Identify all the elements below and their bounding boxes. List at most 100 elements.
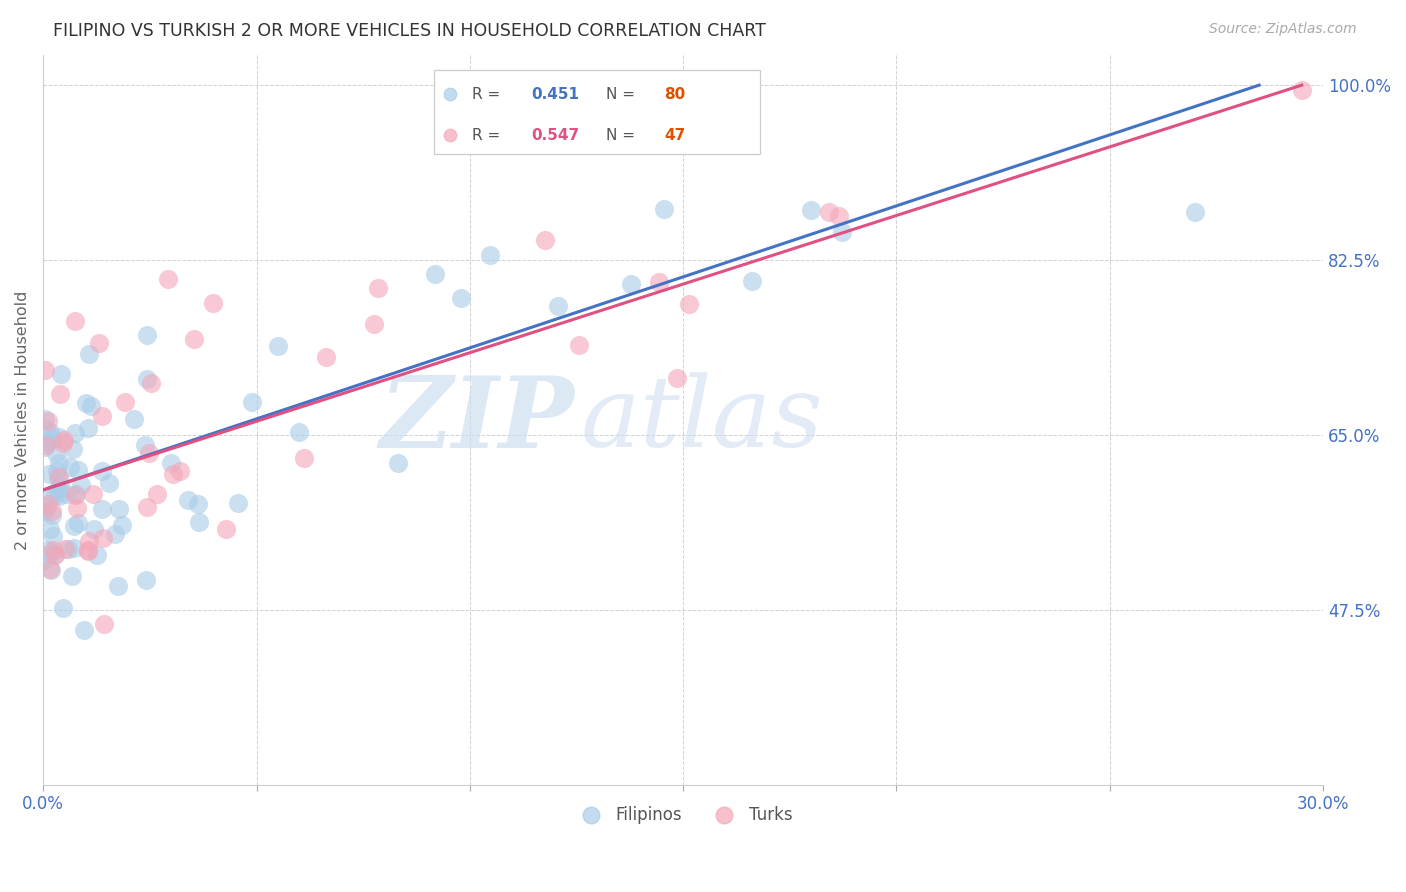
Point <box>77 542 100 557</box>
Point <box>800 203 823 218</box>
Point <box>46 471 69 485</box>
Point <box>183 332 205 346</box>
Point <box>91 531 114 545</box>
Point <box>678 296 700 310</box>
Point <box>104 527 127 541</box>
Point <box>97 475 120 490</box>
Point <box>41 504 63 518</box>
Point <box>450 291 472 305</box>
Point <box>34 440 56 454</box>
Point <box>53 433 76 447</box>
Point <box>49 368 72 382</box>
Point <box>63 541 86 555</box>
Point <box>215 522 238 536</box>
Point <box>38 547 60 561</box>
Point <box>37 543 59 558</box>
Point <box>478 248 501 262</box>
Point <box>48 430 70 444</box>
Point <box>135 574 157 588</box>
Point <box>75 395 97 409</box>
Point <box>32 553 55 567</box>
Point <box>63 426 86 441</box>
Point <box>60 569 83 583</box>
Point <box>73 624 96 638</box>
Point <box>49 478 72 492</box>
Point <box>42 543 65 558</box>
Point <box>122 411 145 425</box>
Text: N =: N = <box>606 128 640 143</box>
Point <box>34 504 56 518</box>
Text: 47: 47 <box>664 128 685 143</box>
Point <box>90 464 112 478</box>
Point <box>77 347 100 361</box>
Text: 80: 80 <box>664 87 685 102</box>
Point <box>177 493 200 508</box>
Point <box>187 498 209 512</box>
Point <box>62 442 84 457</box>
Point <box>37 414 59 428</box>
Point <box>48 470 70 484</box>
Point <box>107 502 129 516</box>
Point <box>41 486 63 500</box>
Point <box>63 313 86 327</box>
Text: R =: R = <box>472 87 505 102</box>
Point <box>34 505 56 519</box>
Text: FILIPINO VS TURKISH 2 OR MORE VEHICLES IN HOUSEHOLD CORRELATION CHART: FILIPINO VS TURKISH 2 OR MORE VEHICLES I… <box>53 22 766 40</box>
Point <box>315 350 337 364</box>
Point <box>423 267 446 281</box>
Point <box>37 497 59 511</box>
Y-axis label: 2 or more Vehicles in Household: 2 or more Vehicles in Household <box>15 290 30 549</box>
Point <box>741 274 763 288</box>
Point <box>267 339 290 353</box>
Point <box>39 563 62 577</box>
Text: ZIP: ZIP <box>380 372 575 468</box>
Legend: Filipinos, Turks: Filipinos, Turks <box>567 800 799 831</box>
Point <box>52 436 75 450</box>
Point <box>77 544 100 558</box>
Point <box>135 500 157 515</box>
Point <box>35 421 58 435</box>
Point <box>66 516 89 530</box>
Point <box>160 456 183 470</box>
Point <box>86 548 108 562</box>
Point <box>38 425 60 439</box>
Point <box>114 395 136 409</box>
Text: N =: N = <box>606 87 640 102</box>
Point <box>107 579 129 593</box>
Point <box>44 548 66 562</box>
Point <box>157 272 180 286</box>
Point <box>90 502 112 516</box>
Point <box>70 478 93 492</box>
Point <box>55 487 77 501</box>
Point <box>41 508 63 522</box>
Point <box>93 616 115 631</box>
Point <box>1291 83 1313 97</box>
Point <box>62 519 84 533</box>
Point <box>34 362 56 376</box>
Point <box>39 522 62 536</box>
Point <box>39 562 62 576</box>
Point <box>817 204 839 219</box>
Point <box>187 515 209 529</box>
Point <box>66 463 89 477</box>
Point <box>648 276 671 290</box>
Point <box>666 371 689 385</box>
Point <box>367 280 389 294</box>
Point <box>58 459 80 474</box>
Point <box>136 327 159 342</box>
Text: Source: ZipAtlas.com: Source: ZipAtlas.com <box>1209 22 1357 37</box>
Point <box>288 425 311 439</box>
Point <box>91 409 114 423</box>
Point <box>134 437 156 451</box>
Point <box>169 464 191 478</box>
Point <box>138 446 160 460</box>
Point <box>533 233 555 247</box>
Text: 0.451: 0.451 <box>531 87 579 102</box>
Point <box>38 467 60 481</box>
Point <box>41 432 63 446</box>
Point <box>831 225 853 239</box>
Bar <box>433 70 761 153</box>
Point <box>44 488 66 502</box>
Point <box>568 338 591 352</box>
Point <box>42 529 65 543</box>
